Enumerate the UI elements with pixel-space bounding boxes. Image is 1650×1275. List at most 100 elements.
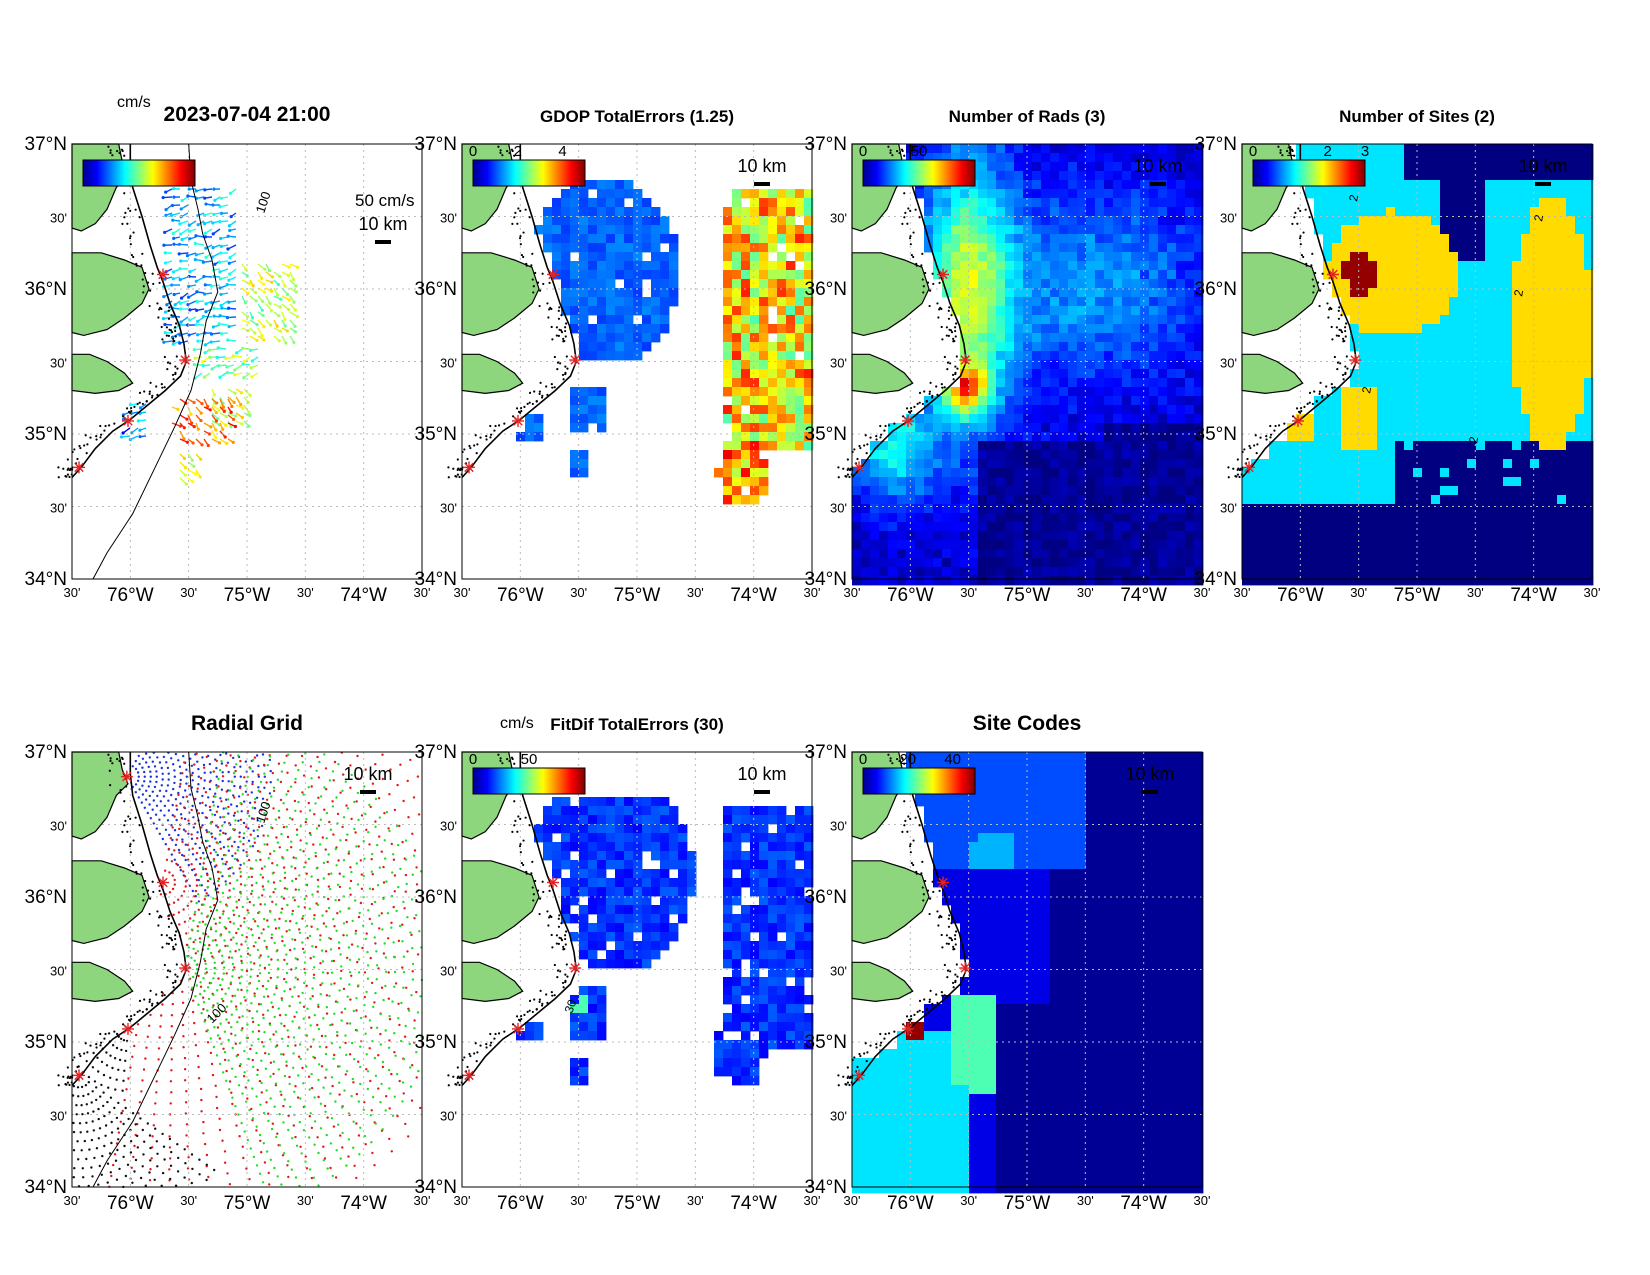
- raster-cell: [633, 324, 643, 334]
- raster-cell: [996, 216, 1006, 226]
- raster-cell: [870, 495, 880, 505]
- raster-cell: [741, 243, 751, 253]
- raster-cell: [897, 459, 907, 469]
- raster-cell: [597, 252, 607, 262]
- raster-cell: [1158, 243, 1168, 253]
- raster-cell: [1296, 486, 1306, 496]
- raster-cell: [1521, 432, 1531, 442]
- raster-cell: [741, 396, 751, 406]
- raster-cell: [1557, 216, 1567, 226]
- shoreline-speck: [458, 468, 462, 472]
- raster-cell: [1539, 423, 1549, 433]
- raster-cell: [588, 288, 598, 298]
- raster-cell: [1395, 432, 1405, 442]
- shoreline-speck: [83, 444, 86, 447]
- raster-cell: [750, 477, 760, 487]
- raster-cell: [1167, 486, 1177, 496]
- shoreline-speck: [513, 192, 516, 195]
- raster-cell: [951, 477, 961, 487]
- raster-cell: [924, 504, 934, 514]
- raster-cell: [723, 324, 733, 334]
- raster-cell: [732, 216, 742, 226]
- raster-cell: [795, 288, 805, 298]
- shoreline-speck: [141, 252, 144, 255]
- shoreline-speck: [909, 209, 912, 212]
- raster-cell: [1149, 486, 1159, 496]
- current-vector-head: [198, 475, 202, 479]
- raster-cell: [1422, 288, 1432, 298]
- raster-cell: [1449, 486, 1459, 496]
- shoreline-speck: [136, 402, 139, 406]
- raster-cell: [1314, 153, 1324, 163]
- site-marker: [902, 414, 914, 427]
- raster-cell: [1032, 558, 1042, 568]
- raster-cell: [1068, 315, 1078, 325]
- current-vector-head: [177, 252, 181, 256]
- raster-cell: [1140, 180, 1150, 190]
- current-vector-head: [179, 259, 183, 263]
- raster-cell: [1086, 531, 1096, 541]
- raster-cell: [1440, 450, 1450, 460]
- current-vector-head: [293, 324, 297, 329]
- raster-cell: [924, 531, 934, 541]
- raster-cell: [1059, 216, 1069, 226]
- raster-cell: [1041, 405, 1051, 415]
- raster-cell: [660, 216, 670, 226]
- raster-cell: [1575, 477, 1585, 487]
- site-marker-stroke: [938, 269, 948, 280]
- raster-cell: [915, 540, 925, 550]
- raster-cell: [1512, 369, 1522, 379]
- raster-cell: [1323, 441, 1333, 451]
- raster-cell: [723, 306, 733, 316]
- raster-cell: [978, 558, 988, 568]
- raster-cell: [1521, 288, 1531, 298]
- raster-cell: [1476, 216, 1486, 226]
- raster-cell: [786, 207, 796, 217]
- raster-cell: [1113, 495, 1123, 505]
- raster-cell: [633, 207, 643, 217]
- current-vector-head: [240, 346, 245, 350]
- raster-cell: [1095, 234, 1105, 244]
- raster-cell: [1575, 144, 1585, 154]
- raster-cell: [1032, 189, 1042, 199]
- current-vector-head: [201, 360, 205, 364]
- raster-cell: [1395, 198, 1405, 208]
- raster-cell: [1521, 387, 1531, 397]
- raster-cell: [1359, 495, 1369, 505]
- raster-cell: [1041, 315, 1051, 325]
- current-vector-head: [226, 338, 230, 342]
- current-vector-head: [235, 351, 239, 355]
- raster-cell: [1557, 207, 1567, 217]
- raster-cell: [1323, 261, 1333, 271]
- raster-cell: [1548, 477, 1558, 487]
- raster-cell: [1503, 288, 1513, 298]
- raster-cell: [1467, 540, 1477, 550]
- raster-cell: [1413, 306, 1423, 316]
- shoreline-speck: [918, 216, 921, 219]
- raster-cell: [1494, 432, 1504, 442]
- raster-cell: [942, 576, 952, 586]
- raster-cell: [987, 333, 997, 343]
- raster-cell: [1431, 306, 1441, 316]
- current-vector-head: [233, 391, 237, 395]
- raster-cell: [1449, 297, 1459, 307]
- raster-cell: [1332, 189, 1342, 199]
- raster-cell: [1305, 567, 1315, 577]
- shoreline-speck: [64, 475, 67, 478]
- raster-cell: [1023, 558, 1033, 568]
- raster-cell: [1077, 297, 1087, 307]
- raster-cell: [1404, 288, 1414, 298]
- raster-cell: [942, 513, 952, 523]
- raster-cell: [1539, 234, 1549, 244]
- raster-cell: [1269, 468, 1279, 478]
- raster-cell: [1494, 423, 1504, 433]
- raster-cell: [1095, 495, 1105, 505]
- raster-cell: [1512, 405, 1522, 415]
- current-vector-head: [182, 456, 187, 461]
- raster-cell: [759, 405, 769, 415]
- raster-cell: [1440, 378, 1450, 388]
- raster-cell: [1314, 441, 1324, 451]
- raster-cell: [624, 288, 634, 298]
- raster-cell: [1077, 198, 1087, 208]
- raster-cell: [1086, 360, 1096, 370]
